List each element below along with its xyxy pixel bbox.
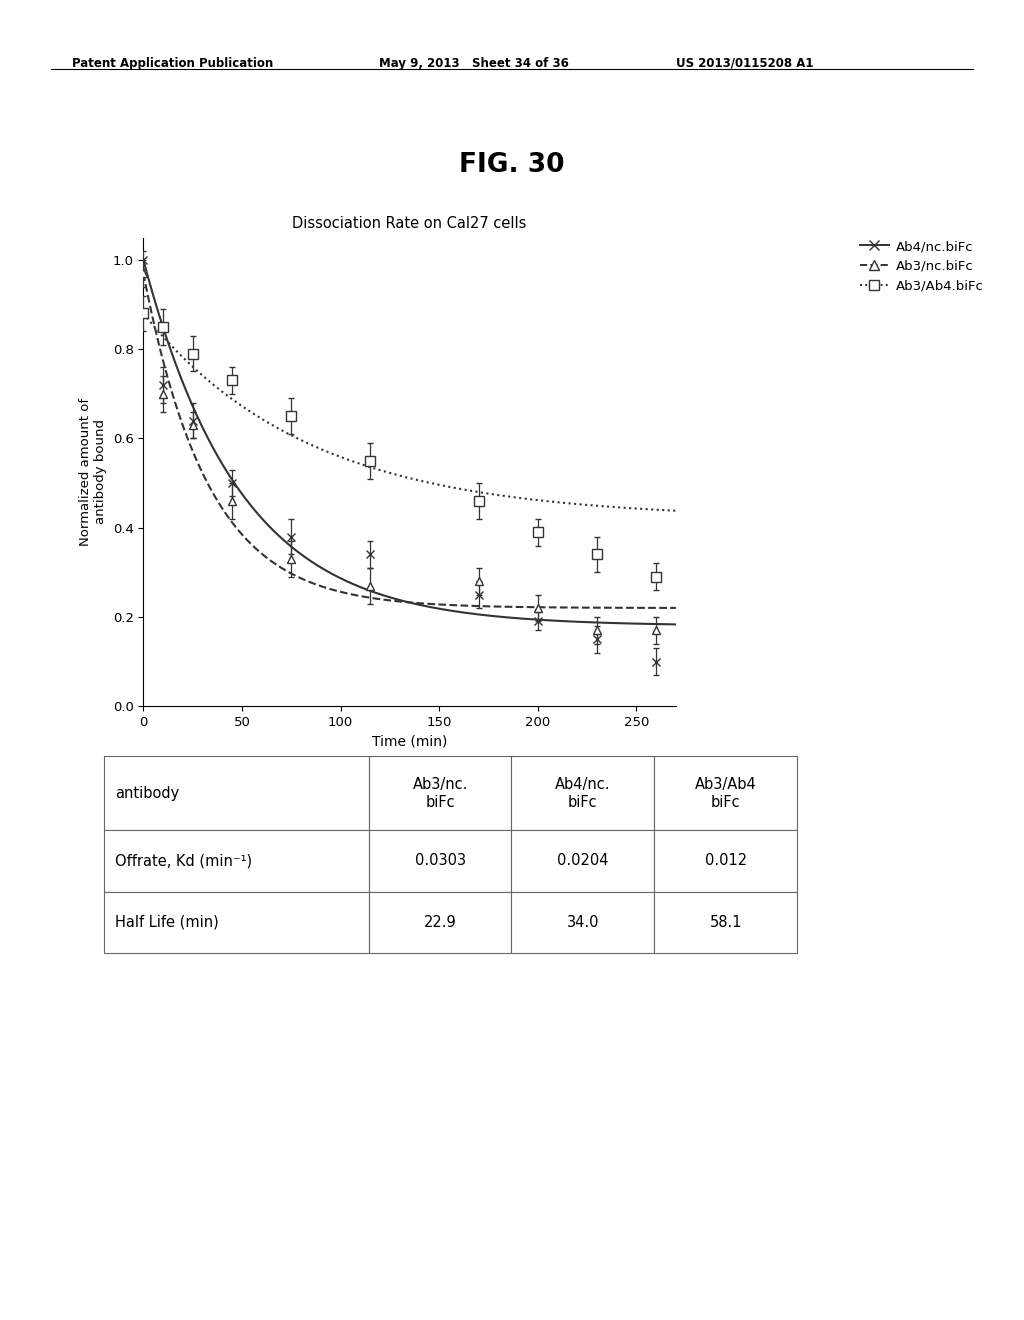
- Legend: Ab4/nc.biFc, Ab3/nc.biFc, Ab3/Ab4.biFc: Ab4/nc.biFc, Ab3/nc.biFc, Ab3/Ab4.biFc: [855, 235, 989, 297]
- Text: Patent Application Publication: Patent Application Publication: [72, 57, 273, 70]
- Text: US 2013/0115208 A1: US 2013/0115208 A1: [676, 57, 813, 70]
- Text: May 9, 2013   Sheet 34 of 36: May 9, 2013 Sheet 34 of 36: [379, 57, 568, 70]
- Text: FIG. 30: FIG. 30: [459, 152, 565, 178]
- X-axis label: Time (min): Time (min): [372, 734, 447, 748]
- Y-axis label: Normalized amount of
antibody bound: Normalized amount of antibody bound: [79, 397, 108, 546]
- Title: Dissociation Rate on Cal27 cells: Dissociation Rate on Cal27 cells: [293, 216, 526, 231]
